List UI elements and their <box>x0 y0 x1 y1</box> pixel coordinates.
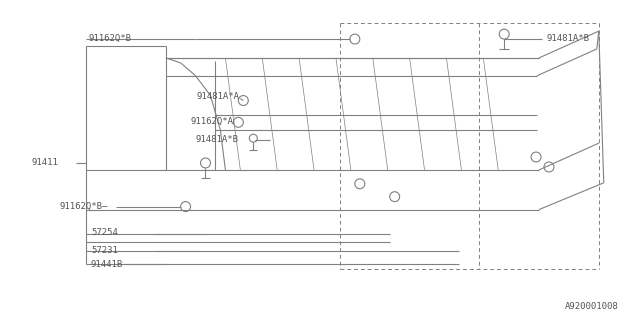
Text: A920001008: A920001008 <box>565 302 619 311</box>
Text: 91411: 91411 <box>31 158 58 167</box>
Text: 91481A*A: 91481A*A <box>196 92 239 101</box>
Text: 91481A*B: 91481A*B <box>546 34 589 43</box>
Text: 91162Q*A: 91162Q*A <box>191 117 234 126</box>
Text: 57254: 57254 <box>91 228 118 237</box>
Text: 57231: 57231 <box>91 246 118 255</box>
Text: 91162Q*B: 91162Q*B <box>88 34 131 43</box>
Text: 91481A*B: 91481A*B <box>196 135 239 144</box>
Text: 91162Q*B–: 91162Q*B– <box>59 202 108 211</box>
Text: 91441B: 91441B <box>91 260 124 268</box>
